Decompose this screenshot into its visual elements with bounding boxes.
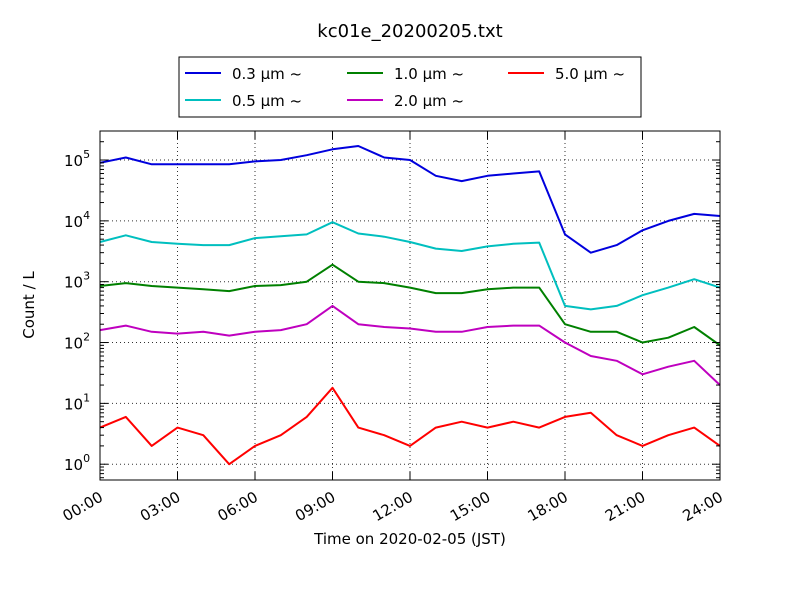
y-tick-exponent: 2 [83, 331, 90, 344]
legend: 0.3 µm ~ 0.5 µm ~ 1.0 µm ~ 2.0 µm ~ 5.0 µm ~ [178, 56, 642, 118]
y-tick-base: 10 [64, 335, 83, 353]
legend-label-0: 0.3 µm ~ [232, 65, 302, 83]
series-line-4 [99, 386, 721, 466]
y-tick-exponent: 5 [83, 148, 90, 161]
y-tick-base: 10 [64, 213, 83, 231]
y-tick-exponent: 1 [83, 391, 90, 404]
grid-lines [100, 131, 720, 480]
series-line-0 [99, 145, 721, 254]
y-tick-label: 100 [64, 452, 90, 474]
series-line-1 [99, 221, 721, 311]
y-tick-exponent: 4 [83, 209, 90, 222]
legend-label-2: 1.0 µm ~ [394, 65, 464, 83]
y-tick-label: 103 [64, 270, 90, 292]
y-tick-base: 10 [64, 152, 83, 170]
y-tick-base: 10 [64, 395, 83, 413]
legend-label-4: 5.0 µm ~ [555, 65, 625, 83]
y-tick-exponent: 0 [83, 452, 90, 465]
y-tick-exponent: 3 [83, 270, 90, 283]
y-tick-label: 104 [64, 209, 90, 231]
y-axis-label: Count / L [20, 271, 38, 339]
y-tick-label: 102 [64, 331, 90, 353]
legend-label-1: 0.5 µm ~ [232, 92, 302, 110]
x-axis-label: Time on 2020-02-05 (JST) [313, 530, 506, 548]
y-tick-base: 10 [64, 274, 83, 292]
series-line-3 [99, 304, 721, 386]
legend-label-3: 2.0 µm ~ [394, 92, 464, 110]
series-layer [99, 145, 721, 466]
legend-frame [178, 56, 642, 118]
chart-title: kc01e_20200205.txt [317, 21, 502, 42]
y-tick-label: 105 [64, 148, 90, 170]
series-line-2 [99, 263, 721, 347]
y-tick-base: 10 [64, 456, 83, 474]
y-tick-label: 101 [64, 391, 90, 413]
